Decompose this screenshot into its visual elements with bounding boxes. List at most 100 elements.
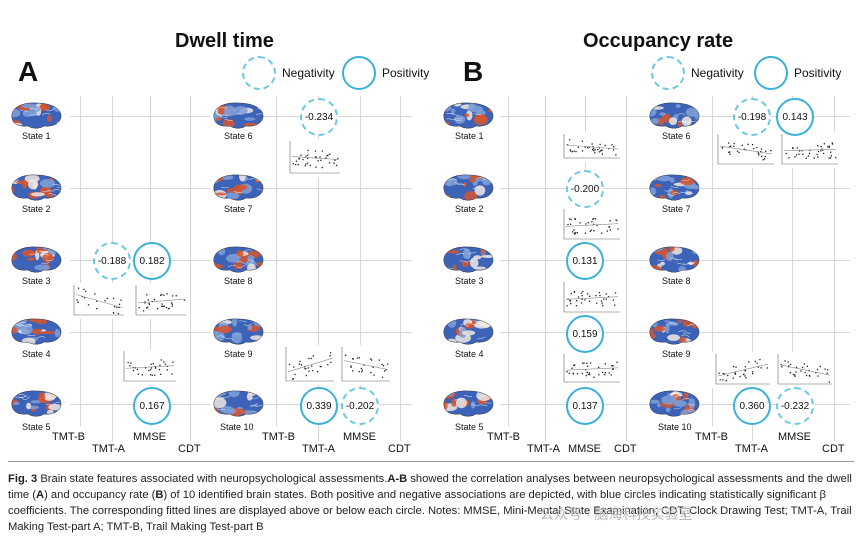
column-label-tmt-b: TMT-B — [695, 431, 728, 443]
state-label: State 9 — [224, 349, 253, 359]
state-label: State 3 — [22, 276, 51, 286]
brain-state-6-image — [646, 100, 702, 130]
scatter-plot — [120, 349, 178, 385]
scatter-plot — [712, 352, 772, 388]
state-label: State 8 — [224, 276, 253, 286]
brain-state-2-image — [440, 172, 496, 202]
brain-state-7-image — [210, 172, 266, 202]
negative-coefficient-circle: -0.234 — [300, 98, 338, 136]
positive-coefficient-circle: 0.182 — [133, 242, 171, 280]
positive-coefficient-circle: 0.137 — [566, 387, 604, 425]
state-label: State 8 — [662, 276, 691, 286]
brain-state-5-image — [440, 388, 496, 418]
panel-b-letter: B — [463, 56, 484, 87]
brain-state-1-image — [8, 100, 64, 130]
brain-state-8-image — [210, 244, 266, 274]
column-label-cdt: CDT — [178, 443, 201, 455]
state-label: State 1 — [455, 131, 484, 141]
brain-state-1-image — [440, 100, 496, 130]
state-label: State 5 — [22, 422, 51, 432]
column-label-mmse: MMSE — [343, 431, 376, 443]
legend-label: Positivity — [794, 66, 842, 80]
brain-state-3-image — [440, 244, 496, 274]
watermark: 公众号 · 脑海科技实验室 — [540, 506, 693, 522]
state-label: State 7 — [224, 204, 253, 214]
dashed-circle-icon — [651, 56, 685, 90]
scatter-plot — [714, 132, 776, 168]
brain-state-7-image — [646, 172, 702, 202]
state-label: State 5 — [455, 422, 484, 432]
state-label: State 6 — [662, 131, 691, 141]
scatter-plot — [778, 132, 840, 168]
solid-circle-icon — [342, 56, 376, 90]
caption-bold: A-B — [387, 473, 408, 485]
column-label-mmse: MMSE — [568, 443, 601, 455]
panel-b-legend-positive: Positivity — [754, 56, 841, 90]
column-label-mmse: MMSE — [778, 431, 811, 443]
column-label-tmt-a: TMT-A — [735, 443, 768, 455]
positive-coefficient-circle: 0.167 — [133, 387, 171, 425]
column-label-cdt: CDT — [614, 443, 637, 455]
column-label-mmse: MMSE — [133, 431, 166, 443]
scatter-plot — [560, 207, 622, 243]
state-label: State 3 — [455, 276, 484, 286]
negative-coefficient-circle: -0.200 — [566, 170, 604, 208]
state-label: State 4 — [22, 349, 51, 359]
brain-state-6-image — [210, 100, 266, 130]
legend-label: Positivity — [382, 66, 430, 80]
column-label-tmt-b: TMT-B — [487, 431, 520, 443]
positive-coefficient-circle: 0.159 — [566, 315, 604, 353]
column-label-tmt-a: TMT-A — [302, 443, 335, 455]
column-label-tmt-a: TMT-A — [527, 443, 560, 455]
negative-coefficient-circle: -0.232 — [776, 387, 814, 425]
state-label: State 2 — [22, 204, 51, 214]
brain-state-2-image — [8, 172, 64, 202]
state-label: State 4 — [455, 349, 484, 359]
brain-state-4-image — [440, 316, 496, 346]
column-label-tmt-b: TMT-B — [52, 431, 85, 443]
brain-state-3-image — [8, 244, 64, 274]
caption-bold: A — [35, 489, 45, 501]
positive-coefficient-circle: 0.360 — [733, 387, 771, 425]
positive-coefficient-circle: 0.131 — [566, 242, 604, 280]
scatter-plot — [70, 283, 126, 319]
negative-coefficient-circle: -0.188 — [93, 242, 131, 280]
caption-text: ) of 10 identified brain states. Both po… — [8, 489, 852, 533]
caption-bold: B — [155, 489, 164, 501]
scatter-plot — [282, 345, 336, 385]
dashed-circle-icon — [242, 56, 276, 90]
scatter-plot — [132, 283, 188, 319]
positive-coefficient-circle: 0.339 — [300, 387, 338, 425]
positive-coefficient-circle: 0.143 — [776, 98, 814, 136]
solid-circle-icon — [754, 56, 788, 90]
panel-b-title: Occupancy rate — [583, 30, 734, 52]
state-label: State 2 — [455, 204, 484, 214]
panel-b-legend-negative: Negativity — [651, 56, 744, 90]
state-label: State 6 — [224, 131, 253, 141]
scatter-plot — [560, 132, 622, 162]
legend-label: Negativity — [691, 66, 744, 80]
column-label-tmt-a: TMT-A — [92, 443, 125, 455]
brain-state-10-image — [210, 388, 266, 418]
scatter-plot — [774, 352, 834, 388]
brain-state-9-image — [646, 316, 702, 346]
legend-label: Negativity — [282, 66, 335, 80]
state-label: State 10 — [220, 422, 254, 432]
scatter-plot — [560, 352, 622, 386]
caption-divider — [8, 461, 854, 462]
caption-text: showed the correlation analyses between … — [8, 473, 852, 501]
column-label-cdt: CDT — [822, 443, 845, 455]
panel-a-legend-negative: Negativity — [242, 56, 335, 90]
brain-state-8-image — [646, 244, 702, 274]
brain-state-9-image — [210, 316, 266, 346]
state-label: State 9 — [662, 349, 691, 359]
caption-text: Brain state features associated with neu… — [37, 473, 388, 485]
scatter-plot — [560, 280, 622, 316]
scatter-plot — [338, 345, 392, 385]
state-label: State 1 — [22, 131, 51, 141]
brain-state-4-image — [8, 316, 64, 346]
column-label-cdt: CDT — [388, 443, 411, 455]
panel-a-title: Dwell time — [175, 30, 274, 52]
figure-caption: Fig. 3 Brain state features associated w… — [8, 471, 854, 535]
panel-a-letter: A — [18, 56, 39, 87]
